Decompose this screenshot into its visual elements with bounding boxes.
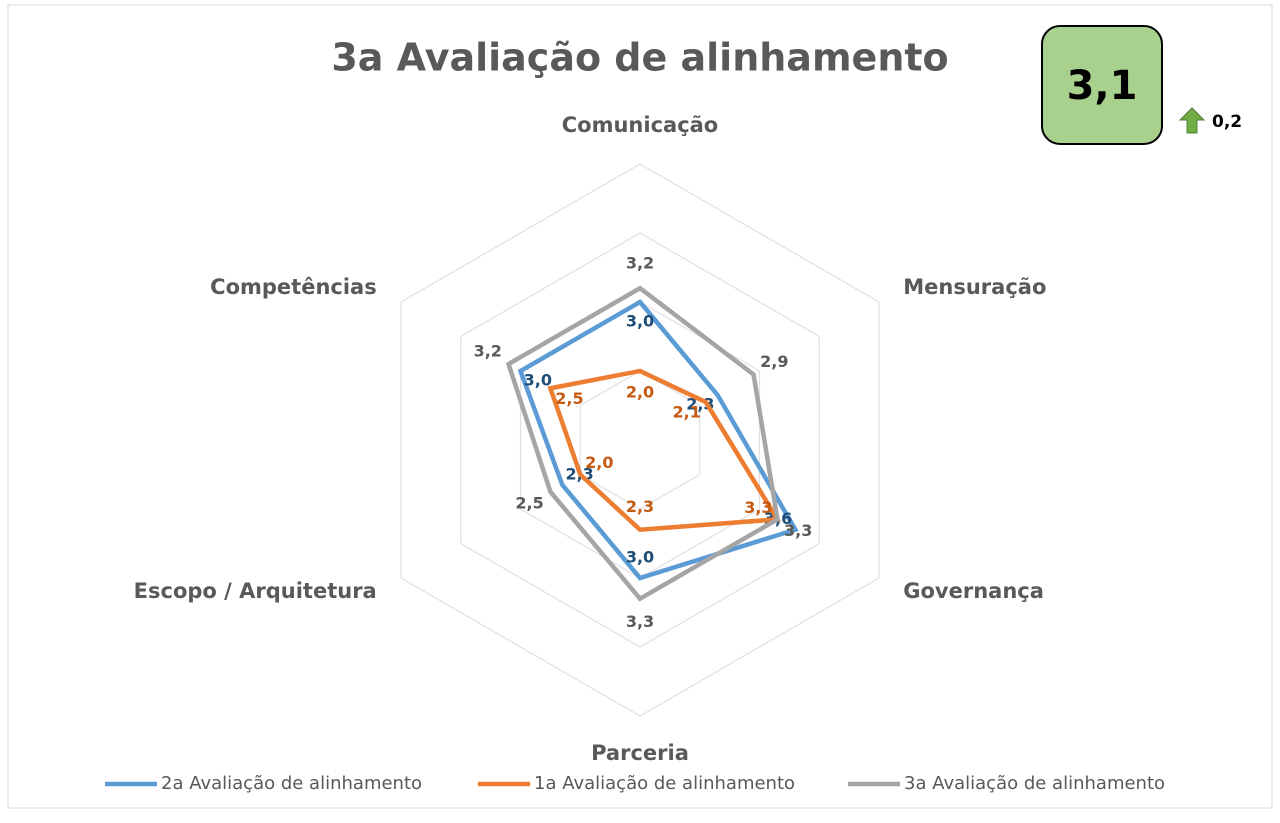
kpi-box [1041,25,1163,145]
axis-label: Comunicação [562,113,719,137]
legend-label: 2a Avaliação de alinhamento [161,773,422,794]
data-label: 3,0 [524,371,552,390]
axis-label: Mensuração [903,275,1046,299]
axis-label: Governança [903,579,1044,603]
data-label: 2,0 [585,453,613,472]
data-label: 3,0 [626,548,654,567]
axis-label: Escopo / Arquitetura [134,579,377,603]
data-label: 2,9 [760,352,788,371]
data-label: 2,5 [555,389,583,408]
data-label: 3,3 [744,498,772,517]
series-line [505,285,780,602]
up-arrow [1178,107,1206,134]
data-label: 3,2 [474,342,502,361]
grid-ring [400,163,880,717]
kpi-value: 3,1 [1067,63,1138,109]
axis-label: Parceria [591,741,689,765]
kpi-change: 0,2 [1212,112,1242,132]
legend-label: 3a Avaliação de alinhamento [904,773,1165,794]
data-label: 2,0 [626,383,654,402]
data-label: 3,2 [626,254,654,273]
data-label: 2,5 [515,493,543,512]
data-label: 2,3 [626,497,654,516]
grid-ring [579,370,701,510]
data-label: 3,0 [626,312,654,331]
legend-label: 1a Avaliação de alinhamento [534,773,795,794]
axis-label: Competências [210,275,377,299]
data-label: 3,3 [784,521,812,540]
grid-ring [460,232,820,648]
data-label: 2,1 [673,403,701,422]
data-label: 3,3 [626,612,654,631]
series-line [547,368,782,533]
chart-title: 3a Avaliação de alinhamento [331,36,948,80]
series-line [517,299,799,581]
